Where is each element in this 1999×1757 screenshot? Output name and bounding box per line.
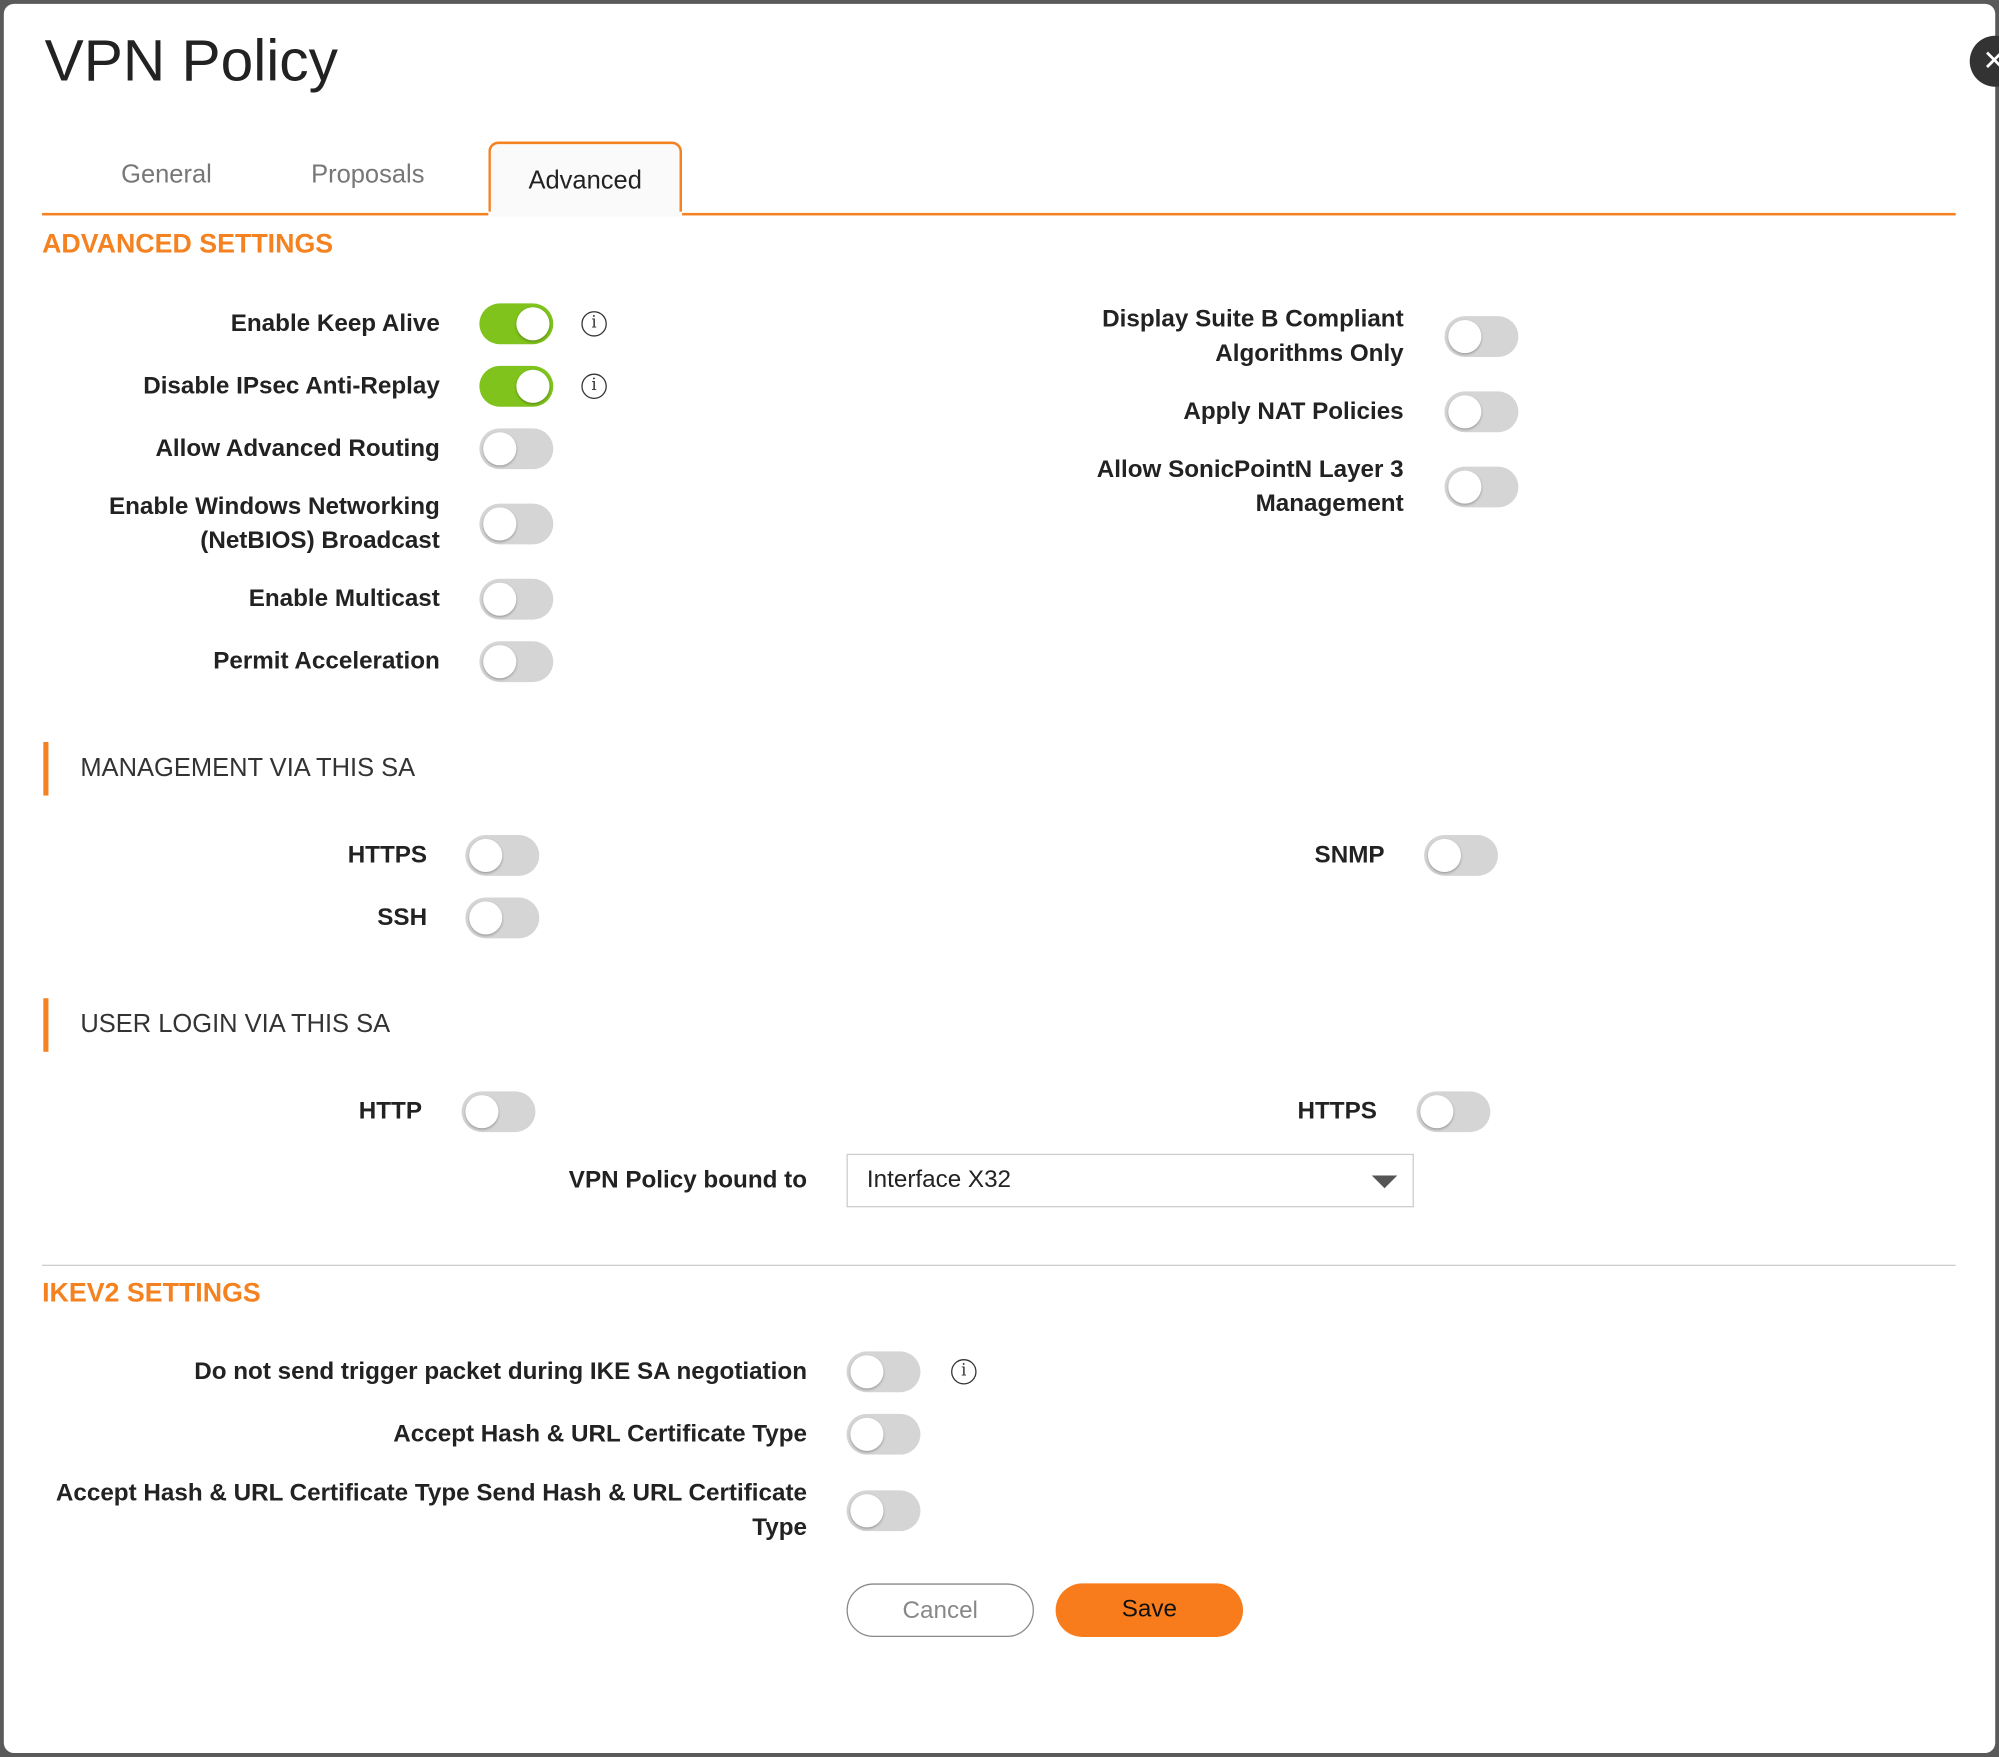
page-title: VPN Policy <box>44 26 338 94</box>
tab-proposals[interactable]: Proposals <box>311 160 425 189</box>
section-marker <box>43 998 49 1052</box>
ikev2-heading: IKEV2 SETTINGS <box>42 1278 261 1309</box>
section-marker <box>43 741 49 796</box>
tab-general[interactable]: General <box>121 160 212 189</box>
tab-advanced[interactable]: Advanced <box>488 141 683 216</box>
tab-underline <box>42 212 1956 216</box>
disable-ipsec-anti-replay-toggle[interactable] <box>479 365 554 407</box>
info-icon[interactable]: i <box>581 373 607 400</box>
chevron-down-icon <box>1371 1175 1398 1189</box>
info-icon[interactable]: i <box>581 311 607 337</box>
enable-keep-alive-toggle[interactable] <box>479 303 554 345</box>
user-login-https-label: HTTPS <box>1297 1098 1377 1126</box>
management-ssh-label: SSH <box>377 904 428 932</box>
permit-acceleration-label: Permit Acceleration <box>213 648 440 676</box>
display-suite-b-compliant-algorithms-onl-label: Display Suite B Compliant Algorithms Onl… <box>1102 305 1404 368</box>
permit-acceleration-toggle[interactable] <box>479 641 554 683</box>
management-ssh-toggle[interactable] <box>465 897 540 939</box>
apply-nat-policies-toggle[interactable] <box>1444 391 1519 433</box>
bound-to-label: VPN Policy bound to <box>568 1167 808 1194</box>
enable-windows-networking-netbios-broadc-label: Enable Windows Networking (NetBIOS) Broa… <box>108 493 440 555</box>
bound-to-select[interactable]: Interface X32 <box>846 1153 1414 1208</box>
bound-to-value: Interface X32 <box>866 1166 1012 1194</box>
management-heading: MANAGEMENT VIA THIS SA <box>80 754 416 783</box>
accept-hash-url-certificate-type-send-ha-toggle[interactable] <box>846 1490 921 1532</box>
management-https-toggle[interactable] <box>465 835 540 876</box>
cancel-button[interactable]: Cancel <box>846 1583 1034 1637</box>
accept-hash-url-certificate-type-send-ha-label: Accept Hash & URL Certificate Type Send … <box>55 1480 808 1542</box>
vpn-policy-dialog <box>3 3 1996 1753</box>
enable-windows-networking-netbios-broadc-toggle[interactable] <box>479 503 554 545</box>
save-button[interactable]: Save <box>1055 1583 1244 1637</box>
allow-advanced-routing-label: Allow Advanced Routing <box>155 435 440 463</box>
accept-hash-url-certificate-type-toggle[interactable] <box>846 1413 921 1455</box>
info-icon[interactable]: i <box>951 1359 977 1385</box>
allow-sonicpointn-layer-3-management-toggle[interactable] <box>1444 466 1519 508</box>
do-not-send-trigger-packet-during-ike-sa-label: Do not send trigger packet during IKE SA… <box>194 1358 808 1386</box>
allow-advanced-routing-toggle[interactable] <box>479 428 554 470</box>
apply-nat-policies-label: Apply NAT Policies <box>1183 398 1404 426</box>
user-login-https-toggle[interactable] <box>1416 1091 1491 1133</box>
enable-multicast-toggle[interactable] <box>479 578 554 620</box>
accept-hash-url-certificate-type-label: Accept Hash & URL Certificate Type <box>393 1420 808 1448</box>
do-not-send-trigger-packet-during-ike-sa-toggle[interactable] <box>846 1351 921 1393</box>
divider <box>42 1264 1956 1266</box>
management-snmp-label: SNMP <box>1314 842 1385 869</box>
disable-ipsec-anti-replay-label: Disable IPsec Anti-Replay <box>143 372 440 400</box>
management-https-label: HTTPS <box>347 842 428 869</box>
management-snmp-toggle[interactable] <box>1424 835 1499 876</box>
user-login-heading: USER LOGIN VIA THIS SA <box>80 1010 391 1039</box>
display-suite-b-compliant-algorithms-onl-toggle[interactable] <box>1444 316 1519 357</box>
enable-keep-alive-label: Enable Keep Alive <box>230 310 440 338</box>
user-login-http-label: HTTP <box>358 1098 422 1126</box>
advanced-settings-heading: ADVANCED SETTINGS <box>42 229 334 259</box>
user-login-http-toggle[interactable] <box>461 1091 536 1133</box>
enable-multicast-label: Enable Multicast <box>248 585 440 613</box>
allow-sonicpointn-layer-3-management-label: Allow SonicPointN Layer 3 Management <box>1096 456 1404 518</box>
